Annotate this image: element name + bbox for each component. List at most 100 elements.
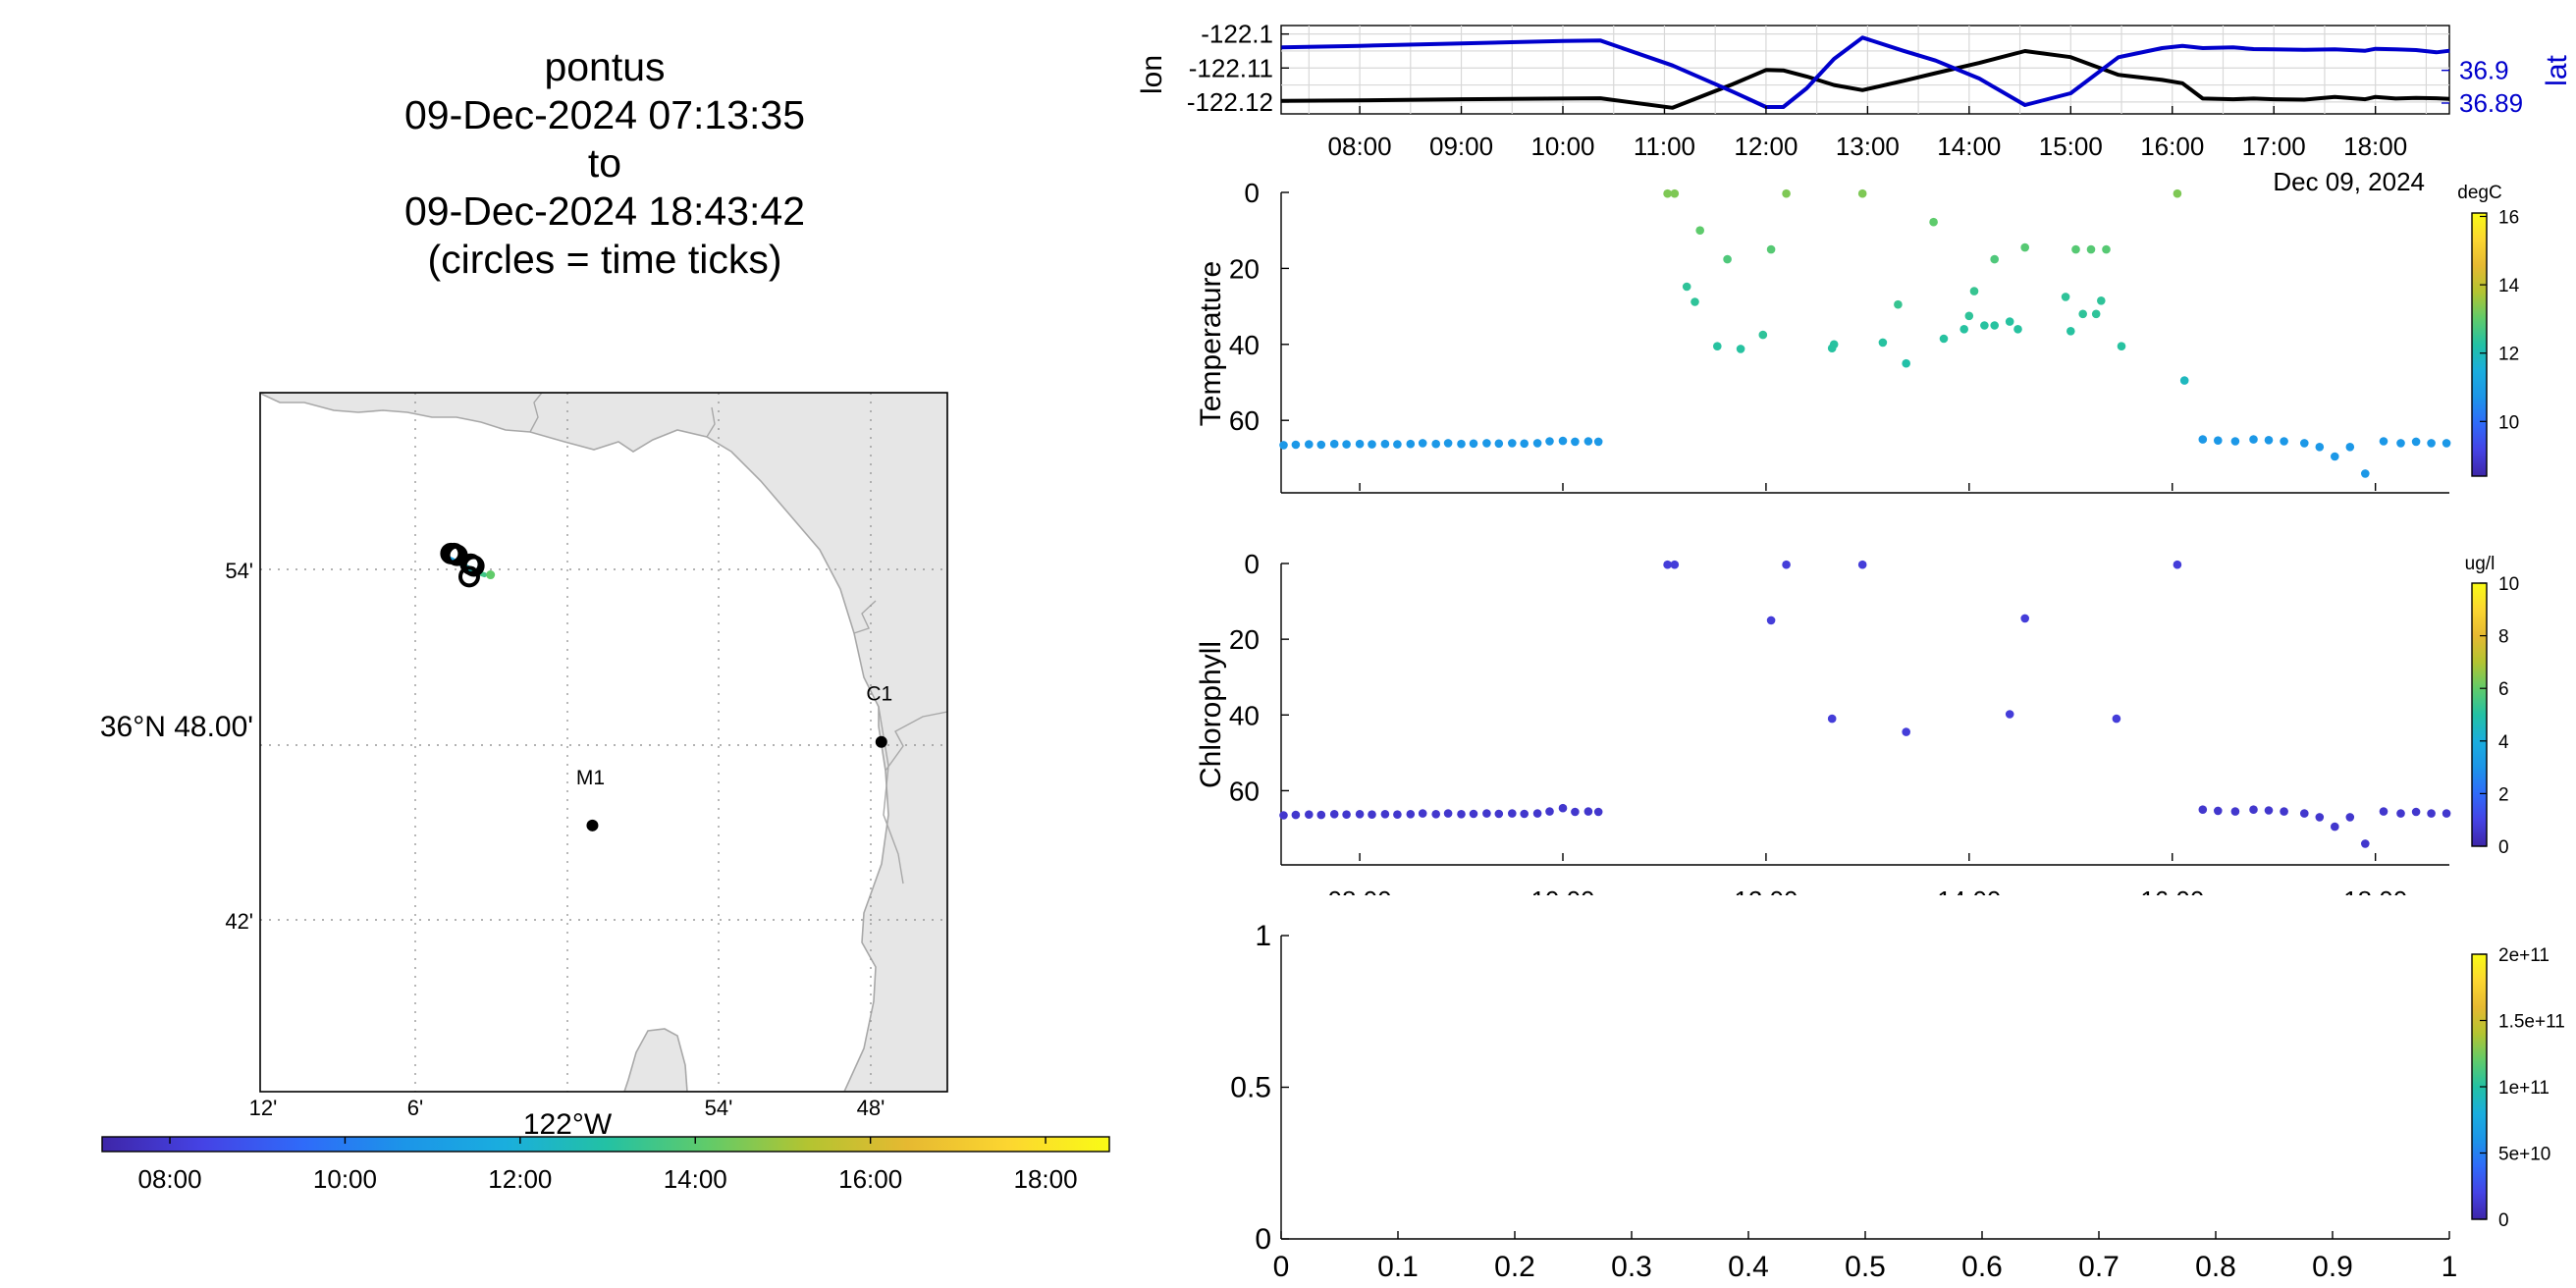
data-point <box>2086 244 2096 254</box>
map-lon-label-6: 6' <box>407 1096 423 1120</box>
data-point <box>2214 436 2223 446</box>
x-tick-label: 16:00 <box>2140 132 2204 161</box>
data-point <box>2230 807 2240 816</box>
data-point <box>2280 807 2288 816</box>
river-soquel <box>529 393 543 433</box>
data-point <box>2071 244 2080 254</box>
time-colorbar-tick-label: 16:00 <box>838 1164 902 1194</box>
data-point <box>2427 439 2436 448</box>
data-point <box>1782 560 1791 569</box>
map-gridlines <box>260 393 947 1092</box>
data-point <box>1380 439 1390 449</box>
data-point <box>1558 803 1568 813</box>
time-colorbar-tick-label: 08:00 <box>138 1164 202 1194</box>
data-point <box>2361 469 2370 478</box>
data-point <box>1782 188 1791 198</box>
data-point <box>2427 809 2436 818</box>
colorbar-tick-label: 1e+11 <box>2498 1078 2549 1099</box>
data-point <box>1457 810 1466 819</box>
data-point <box>1431 810 1440 819</box>
data-point <box>1482 439 1491 448</box>
data-point <box>1758 330 1768 340</box>
data-point <box>1959 325 1968 334</box>
colorbar-tick-label: 14 <box>2498 276 2520 296</box>
data-point <box>2249 435 2258 444</box>
data-point <box>1494 439 1504 449</box>
data-point <box>1766 244 1776 254</box>
data-point <box>1393 440 1402 449</box>
x-tick-label: 0.1 <box>1377 1251 1419 1283</box>
data-point <box>2411 807 2421 817</box>
x-tick-label: 0.7 <box>2078 1251 2120 1283</box>
data-point <box>1545 437 1554 446</box>
data-point <box>2331 452 2339 461</box>
data-point <box>1939 334 1949 344</box>
data-point <box>1342 810 1351 819</box>
data-point <box>1593 807 1603 817</box>
colorbar-tick-label: 0 <box>2498 1210 2509 1231</box>
temperature-colorbar-fill <box>2471 212 2488 477</box>
data-point <box>2345 813 2355 822</box>
data-point <box>2280 437 2288 446</box>
data-point <box>1990 321 1999 330</box>
data-point <box>2264 436 2274 445</box>
x-tick-label: 0 <box>1273 1251 1290 1283</box>
data-point <box>1663 188 1672 198</box>
data-point <box>2315 443 2325 452</box>
data-point <box>2230 437 2240 446</box>
y2-tick-label: 36.9 <box>2459 56 2509 85</box>
data-point <box>1406 810 1416 819</box>
chlorophyll-colorbar-units: ug/l <box>2465 554 2496 574</box>
colorbar-tick-label: 0 <box>2498 837 2509 858</box>
data-point <box>2396 809 2405 818</box>
time-colorbar-tick-label: 10:00 <box>313 1164 377 1194</box>
data-point <box>1291 440 1301 450</box>
track-end-marker <box>486 570 496 580</box>
data-point <box>2411 437 2421 447</box>
temperature-colorbar-units: degC <box>2457 183 2501 203</box>
data-point <box>2005 317 2014 326</box>
data-point <box>1418 439 1427 448</box>
map-lon-label-122w: 122°W <box>523 1108 613 1141</box>
title-line-3: to <box>588 140 621 186</box>
lonlat-panel: -122.1 -122.11 -122.12 36.9 36.89 08:00 09:0… <box>1136 20 2573 196</box>
river-pajaro <box>706 406 716 438</box>
chlorophyll-y-ticks: 0 20 40 60 <box>1229 549 1289 806</box>
data-point <box>1857 560 1867 569</box>
data-point <box>1520 809 1529 819</box>
data-point <box>1713 342 1722 351</box>
data-point <box>1583 437 1593 446</box>
data-point <box>1393 810 1402 819</box>
x-tick-label: 09:00 <box>1429 132 1493 161</box>
x-tick-label: 0.2 <box>1494 1251 1535 1283</box>
data-point <box>1316 810 1326 820</box>
data-point <box>2315 813 2325 822</box>
lat-series-line <box>1281 35 2450 109</box>
data-point <box>2442 439 2451 448</box>
data-point <box>1418 809 1427 818</box>
data-point <box>2264 806 2274 815</box>
data-point <box>1929 217 1938 227</box>
data-point <box>1508 439 1517 448</box>
x-tick-label: 17:00 <box>2242 132 2306 161</box>
lonlat-y-ticks: -122.1 -122.11 -122.12 <box>1187 20 1289 117</box>
data-point <box>2345 443 2355 452</box>
colorbar-tick-label: 6 <box>2498 679 2509 700</box>
lonlat-date-label: Dec 09, 2024 <box>2273 167 2425 196</box>
data-point <box>2198 805 2208 814</box>
y-tick-label: 40 <box>1229 700 1260 730</box>
map-lon-label-48: 48' <box>857 1096 886 1120</box>
empty-header-mask <box>1266 895 2464 933</box>
data-point <box>1355 439 1365 449</box>
data-point <box>1532 809 1542 818</box>
data-point <box>2300 809 2309 818</box>
title-line-4: 09-Dec-2024 18:43:42 <box>404 188 805 234</box>
data-point <box>1279 441 1288 450</box>
lonlat-y2-ticks: 36.9 36.89 <box>2442 56 2523 118</box>
map-lat-label-48: 36°N 48.00' <box>100 711 253 743</box>
data-point <box>1736 345 1745 353</box>
title-line-2: 09-Dec-2024 07:13:35 <box>404 92 805 137</box>
